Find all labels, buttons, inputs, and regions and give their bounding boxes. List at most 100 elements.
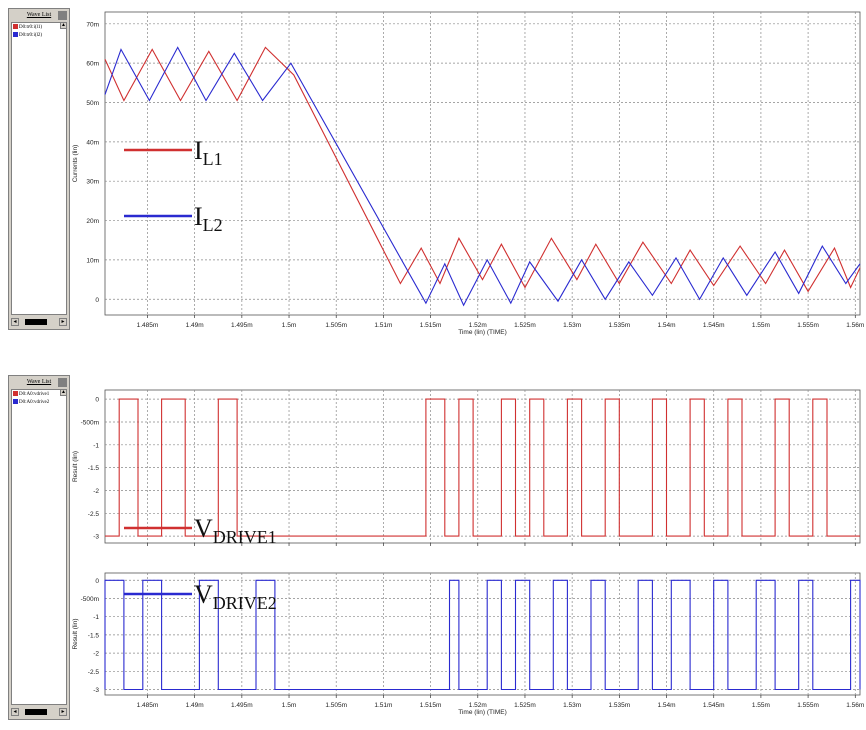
y-tick-label: 30m	[86, 179, 99, 186]
y-tick-label: -1.5	[88, 632, 100, 639]
color-swatch	[13, 391, 18, 397]
x-tick-label: 1.545m	[703, 702, 725, 709]
y-tick-label: -2.5	[88, 669, 100, 676]
panel-close-button[interactable]	[58, 378, 67, 387]
y-tick-label: -500m	[81, 596, 99, 603]
x-tick-label: 1.52m	[469, 322, 487, 329]
y-tick-label: 20m	[86, 218, 99, 225]
x-axis-title: Time (lin) (TIME)	[458, 709, 507, 716]
scroll-left-icon[interactable]: ◂	[11, 708, 19, 716]
plot-3: 0 -500m -1 -1.5 -2 -2.5 -3 Result (lin) VDRIVE2	[72, 572, 861, 698]
y-tick-label: 40m	[86, 139, 99, 146]
wave-list-panel-top: Wave List D0:tr0:i(l1) D0:tr0:i(l2) ▲ ◂ …	[8, 8, 70, 330]
y-axis-title: Result (lin)	[72, 618, 79, 649]
x-tick-label: 1.525m	[514, 322, 536, 329]
x-tick-label: 1.5m	[282, 702, 296, 709]
wave-list-title: Wave List	[26, 379, 52, 385]
scroll-up-icon[interactable]: ▲	[60, 22, 67, 29]
x-tick-label: 1.485m	[137, 322, 159, 329]
y-tick-label: 60m	[86, 61, 99, 68]
scroll-up-icon[interactable]: ▲	[60, 389, 67, 396]
y-axis-title: Currents (lin)	[72, 145, 79, 183]
horizontal-scrollbar[interactable]: ◂ ▸	[11, 317, 67, 327]
plot-1: 0 10m 20m 30m 40m 50m 60m 70m Currents (lin) IL1 I…	[72, 11, 861, 318]
plot-frame	[104, 389, 861, 544]
wave-list-panel-bottom: Wave List D0:A0:vdrive1 D0:A0:vdrive2 ▲ …	[8, 375, 70, 720]
x-tick-label: 1.5m	[282, 322, 296, 329]
plot-frame	[104, 572, 861, 696]
y-tick-label: -1	[93, 442, 99, 449]
color-swatch	[13, 399, 18, 405]
legend-label: VDRIVE1	[194, 514, 277, 547]
x-tick-label: 1.495m	[231, 702, 253, 709]
x-tick-label: 1.545m	[703, 322, 725, 329]
series-line	[105, 398, 860, 537]
x-tick-label: 1.53m	[563, 322, 581, 329]
plot-frame	[104, 11, 861, 316]
y-axis-title: Result (lin)	[72, 451, 79, 482]
color-swatch	[13, 24, 18, 30]
y-tick-label: 0	[95, 397, 99, 404]
wave-label: D0:tr0:i(l2)	[19, 33, 43, 38]
y-tick-label: -2	[93, 651, 99, 658]
wave-label: D0:A0:vdrive1	[19, 392, 50, 397]
x-tick-label: 1.56m	[846, 322, 864, 329]
scroll-thumb[interactable]	[25, 319, 47, 325]
scroll-right-icon[interactable]: ▸	[59, 318, 67, 326]
series-line	[104, 46, 861, 307]
x-tick-label: 1.535m	[609, 702, 631, 709]
series-line	[104, 579, 861, 691]
x-tick-label: 1.55m	[752, 322, 770, 329]
wave-list: D0:A0:vdrive1 D0:A0:vdrive2	[11, 389, 67, 705]
y-tick-label: -2.5	[88, 511, 100, 518]
scroll-right-icon[interactable]: ▸	[59, 708, 67, 716]
y-tick-label: -3	[93, 534, 99, 541]
y-tick-label: 0	[95, 578, 99, 585]
wave-label: D0:A0:vdrive2	[19, 400, 50, 405]
x-tick-label: 1.505m	[325, 702, 347, 709]
x-tick-label: 1.505m	[325, 322, 347, 329]
wave-list-item-il2[interactable]: D0:tr0:i(l2)	[13, 32, 42, 39]
y-tick-label: -2	[93, 488, 99, 495]
legend-label: IL2	[194, 202, 223, 235]
y-tick-label: -3	[93, 687, 99, 694]
x-tick-label: 1.54m	[657, 702, 675, 709]
x-tick-label: 1.555m	[797, 702, 819, 709]
x-tick-label: 1.485m	[137, 702, 159, 709]
x-tick-label: 1.53m	[563, 702, 581, 709]
x-tick-label: 1.52m	[469, 702, 487, 709]
x-axis-title: Time (lin) (TIME)	[458, 329, 507, 336]
x-tick-label: 1.54m	[657, 322, 675, 329]
y-tick-label: -1.5	[88, 465, 100, 472]
scroll-left-icon[interactable]: ◂	[11, 318, 19, 326]
legend-label: IL1	[194, 136, 223, 169]
wave-label: D0:tr0:i(l1)	[19, 25, 43, 30]
legend-label: VDRIVE2	[194, 580, 277, 613]
y-tick-label: 0	[95, 297, 99, 304]
x-tick-label: 1.49m	[186, 322, 204, 329]
series-line	[104, 46, 861, 293]
x-tick-label: 1.555m	[797, 322, 819, 329]
wave-list-item-il1[interactable]: D0:tr0:i(l1)	[13, 24, 42, 31]
x-tick-label: 1.51m	[374, 702, 392, 709]
x-tick-label: 1.515m	[420, 702, 442, 709]
wave-list-item-vdrive1[interactable]: D0:A0:vdrive1	[13, 391, 49, 398]
panel-close-button[interactable]	[58, 11, 67, 20]
y-tick-label: -1	[93, 614, 99, 621]
x-tick-label: 1.56m	[846, 702, 864, 709]
wave-list: D0:tr0:i(l1) D0:tr0:i(l2)	[11, 22, 67, 315]
x-tick-label: 1.525m	[514, 702, 536, 709]
x-tick-label: 1.55m	[752, 702, 770, 709]
wave-list-title: Wave List	[26, 12, 52, 18]
y-tick-label: 50m	[86, 100, 99, 107]
scroll-thumb[interactable]	[25, 709, 47, 715]
y-tick-label: 70m	[86, 21, 99, 28]
y-tick-label: -500m	[81, 419, 99, 426]
x-tick-label: 1.51m	[374, 322, 392, 329]
x-tick-label: 1.495m	[231, 322, 253, 329]
color-swatch	[13, 32, 18, 38]
wave-list-item-vdrive2[interactable]: D0:A0:vdrive2	[13, 399, 49, 406]
horizontal-scrollbar[interactable]: ◂ ▸	[11, 707, 67, 717]
y-tick-label: 10m	[86, 257, 99, 264]
